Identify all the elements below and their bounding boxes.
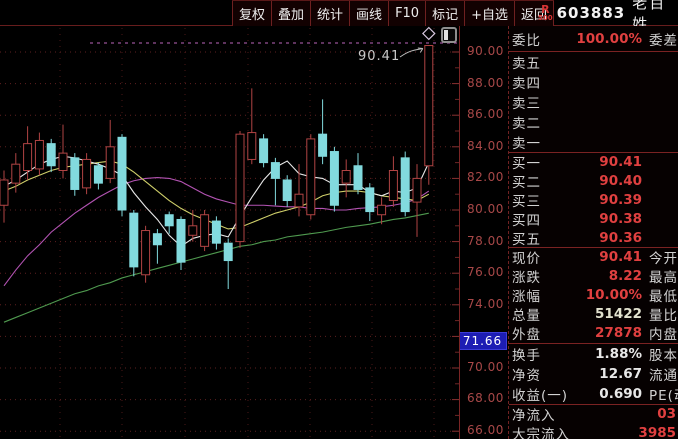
axis-label: 66.00 bbox=[467, 422, 504, 437]
money-flow-section: 净流入 03 大宗流入 3985 bbox=[509, 405, 678, 439]
ask-row[interactable]: 卖三 bbox=[512, 96, 541, 112]
weibi-value: 100.00% bbox=[576, 30, 642, 47]
bid-row[interactable]: 买二 90.40 bbox=[512, 173, 642, 192]
axis-label: 70.00 bbox=[467, 359, 504, 374]
limit-price-annotation: 90.41 bbox=[358, 49, 401, 64]
chart-toolbar: 复权 叠加 统计 画线 F10 标记 +自选 返回 bbox=[232, 0, 555, 26]
ask-book: 卖五 卖四 卖三 卖二 卖一 bbox=[509, 52, 678, 153]
axis-label: 80.00 bbox=[467, 202, 504, 216]
bid-row[interactable]: 买五 90.36 bbox=[509, 228, 678, 248]
draw-line-button[interactable]: 画线 bbox=[350, 1, 390, 26]
flow-row: 净流入 03 bbox=[512, 406, 676, 425]
quote-section: 现价 90.41 今开 涨跌 8.22 最高 涨幅 10.00% 最低 总量 51422 量比 … bbox=[509, 248, 678, 344]
quote-row: 总量 51422 量比 bbox=[512, 306, 678, 325]
axis-label: 84.00 bbox=[467, 138, 504, 153]
f10-button[interactable]: F10 bbox=[389, 1, 427, 26]
axis-label: 88.00 bbox=[467, 75, 504, 90]
bid-row[interactable]: 买四 90.38 bbox=[512, 210, 642, 229]
stock-code: 603883 bbox=[556, 4, 626, 22]
quote-panel: 委比 100.00% 委差 卖五 卖四 卖三 卖二 卖一 买一 90.41 买二 9… bbox=[508, 26, 678, 439]
ask-row[interactable]: 卖五 bbox=[512, 56, 541, 72]
restore-rights-button[interactable]: 复权 bbox=[232, 1, 273, 26]
axis-label: 86.00 bbox=[467, 107, 504, 122]
weibi-row: 委比 100.00% 委差 bbox=[509, 26, 678, 52]
kline-chart-plot[interactable]: 90.41 bbox=[0, 0, 460, 439]
axis-label: 82.00 bbox=[467, 170, 504, 185]
add-watchlist-button[interactable]: +自选 bbox=[465, 1, 516, 26]
axis-label: 76.00 bbox=[467, 265, 504, 280]
axis-label: 78.00 bbox=[467, 233, 504, 248]
ask-row[interactable]: 卖四 bbox=[512, 76, 541, 92]
fin-row: 净资 12.67 流通 bbox=[512, 365, 678, 384]
axis-label: 68.00 bbox=[467, 391, 504, 406]
mark-button[interactable]: 标记 bbox=[426, 1, 466, 26]
bid-row[interactable]: 买一 90.41 bbox=[512, 154, 642, 173]
ask-row[interactable]: 卖一 bbox=[509, 132, 678, 153]
margin-r500-badge: R 500 bbox=[538, 3, 553, 22]
statistics-button[interactable]: 统计 bbox=[311, 1, 351, 26]
quote-row: 涨跌 8.22 最高 bbox=[512, 268, 678, 287]
price-axis: 90.00 88.00 86.00 84.00 82.00 80.00 78.0… bbox=[460, 26, 508, 439]
overlay-button[interactable]: 叠加 bbox=[272, 1, 312, 26]
ask-row[interactable]: 卖二 bbox=[512, 116, 541, 132]
axis-label: 74.00 bbox=[467, 296, 504, 311]
quote-row: 现价 90.41 今开 bbox=[512, 249, 678, 268]
stock-identity: R 500 603883 老百姓 bbox=[538, 0, 678, 33]
quote-row: 涨幅 10.00% 最低 bbox=[512, 287, 678, 306]
reference-price-tag: 71.66 bbox=[460, 332, 507, 350]
bid-row[interactable]: 买三 90.39 bbox=[512, 191, 642, 210]
back-button[interactable]: 返回 bbox=[515, 1, 555, 26]
pane-toggle-icon[interactable] bbox=[441, 27, 457, 43]
kline-chart-svg bbox=[0, 26, 460, 439]
quote-row: 外盘 27878 内盘 bbox=[509, 324, 678, 344]
flow-row: 大宗流入 3985 bbox=[512, 425, 676, 439]
fin-row: 换手 1.88% 股本 bbox=[512, 345, 678, 364]
bid-book: 买一 90.41 买二 90.40 买三 90.39 买四 90.38 买五 90.36 bbox=[509, 153, 678, 248]
axis-label: 90.00 bbox=[467, 44, 504, 58]
